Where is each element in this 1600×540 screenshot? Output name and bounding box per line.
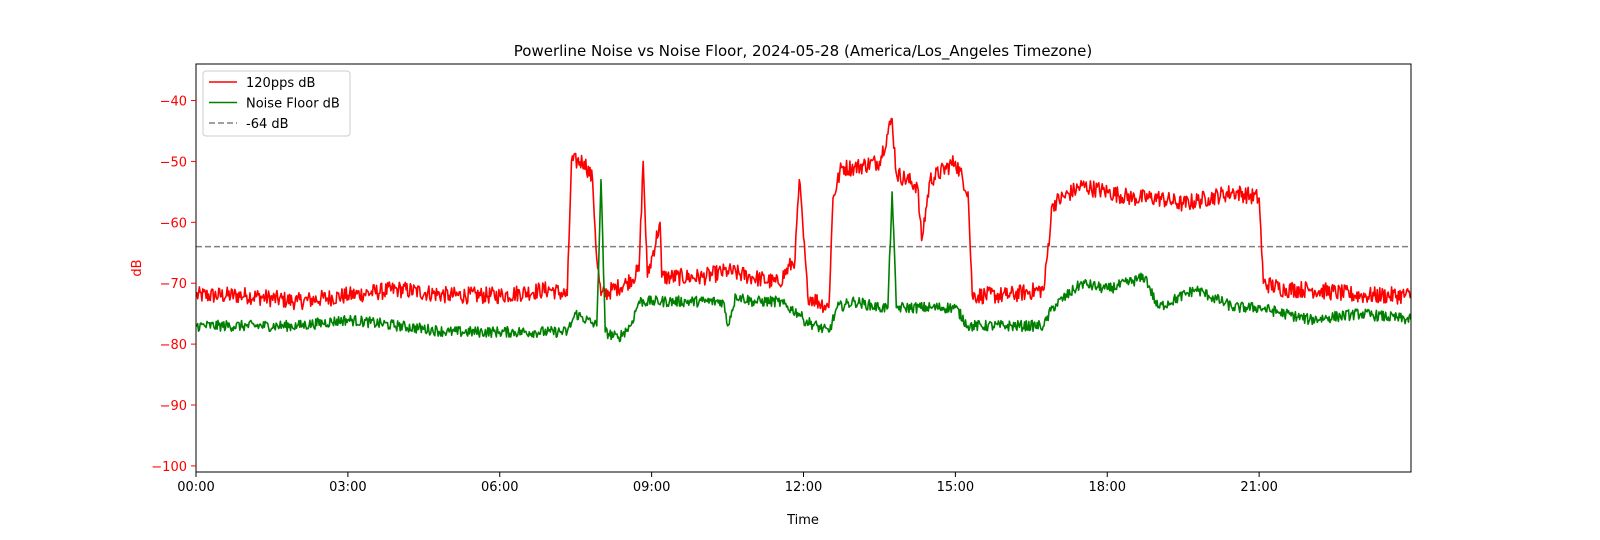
y-axis-label: dB — [130, 259, 145, 276]
x-axis: 00:00 03:00 06:00 09:00 12:00 15:00 18:00 21:00 — [177, 472, 1278, 495]
y-tick-label: −60 — [160, 216, 187, 231]
plot-area — [195, 63, 1412, 473]
x-tick-label: 06:00 — [481, 480, 518, 495]
x-tick-label: 09:00 — [633, 480, 670, 495]
x-tick-label: 03:00 — [329, 480, 366, 495]
y-tick-label: −40 — [160, 95, 187, 110]
x-tick-label: 21:00 — [1240, 480, 1277, 495]
y-axis: −100 −90 −80 −70 −60 −50 −40 — [151, 95, 196, 475]
legend-label-noise-floor: Noise Floor dB — [246, 97, 340, 112]
y-tick-label: −50 — [160, 155, 187, 170]
x-axis-label: Time — [786, 513, 819, 528]
y-tick-label: −90 — [160, 399, 187, 414]
y-tick-label: −70 — [160, 277, 187, 292]
chart-title: Powerline Noise vs Noise Floor, 2024-05-… — [514, 42, 1092, 61]
legend-label-pps: 120pps dB — [246, 76, 315, 91]
series-line-noise-floor — [196, 178, 1411, 343]
x-tick-label: 12:00 — [785, 480, 822, 495]
series-line-pps — [196, 117, 1411, 314]
legend-box — [202, 70, 351, 137]
x-tick-label: 15:00 — [937, 480, 974, 495]
y-tick-label: −100 — [151, 460, 187, 475]
x-tick-label: 18:00 — [1089, 480, 1126, 495]
y-tick-label: −80 — [160, 338, 187, 353]
legend-label-threshold: -64 dB — [246, 117, 289, 132]
legend: 120pps dB Noise Floor dB -64 dB — [202, 70, 351, 137]
x-tick-label: 00:00 — [177, 480, 214, 495]
